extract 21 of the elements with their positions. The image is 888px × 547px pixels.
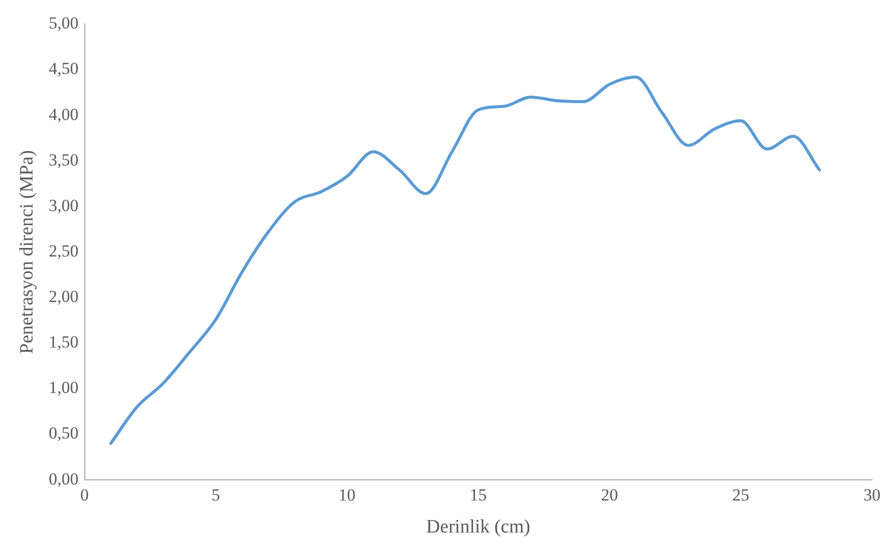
- x-tick-label: 10: [338, 485, 356, 504]
- y-tick-label: 3,50: [48, 150, 79, 170]
- y-tick-label: 5,00: [48, 14, 79, 33]
- x-tick-label: 25: [732, 485, 750, 504]
- x-tick-label: 30: [864, 485, 880, 504]
- x-tick-label: 15: [470, 485, 487, 504]
- line-series: [109, 76, 822, 445]
- y-axis-title: Penetrasyon direnci (MPa): [16, 150, 38, 354]
- y-tick-label: 3,00: [48, 196, 79, 215]
- y-tick-label: 4,50: [48, 59, 79, 78]
- y-tick-label: 2,50: [48, 241, 79, 260]
- x-axis-title: Derinlik (cm): [426, 516, 530, 538]
- y-tick-label: 1,00: [48, 378, 79, 398]
- x-tick-label: 5: [212, 485, 220, 504]
- x-tick-label: 20: [601, 485, 618, 504]
- y-tick-label: 4,00: [48, 104, 79, 124]
- x-tick-label: 0: [80, 485, 89, 504]
- y-tick-label: 1,50: [48, 332, 79, 352]
- y-tick-label: 0,50: [48, 424, 79, 443]
- y-tick-label: 2,00: [48, 287, 79, 306]
- y-tick-label: 0,00: [48, 469, 79, 488]
